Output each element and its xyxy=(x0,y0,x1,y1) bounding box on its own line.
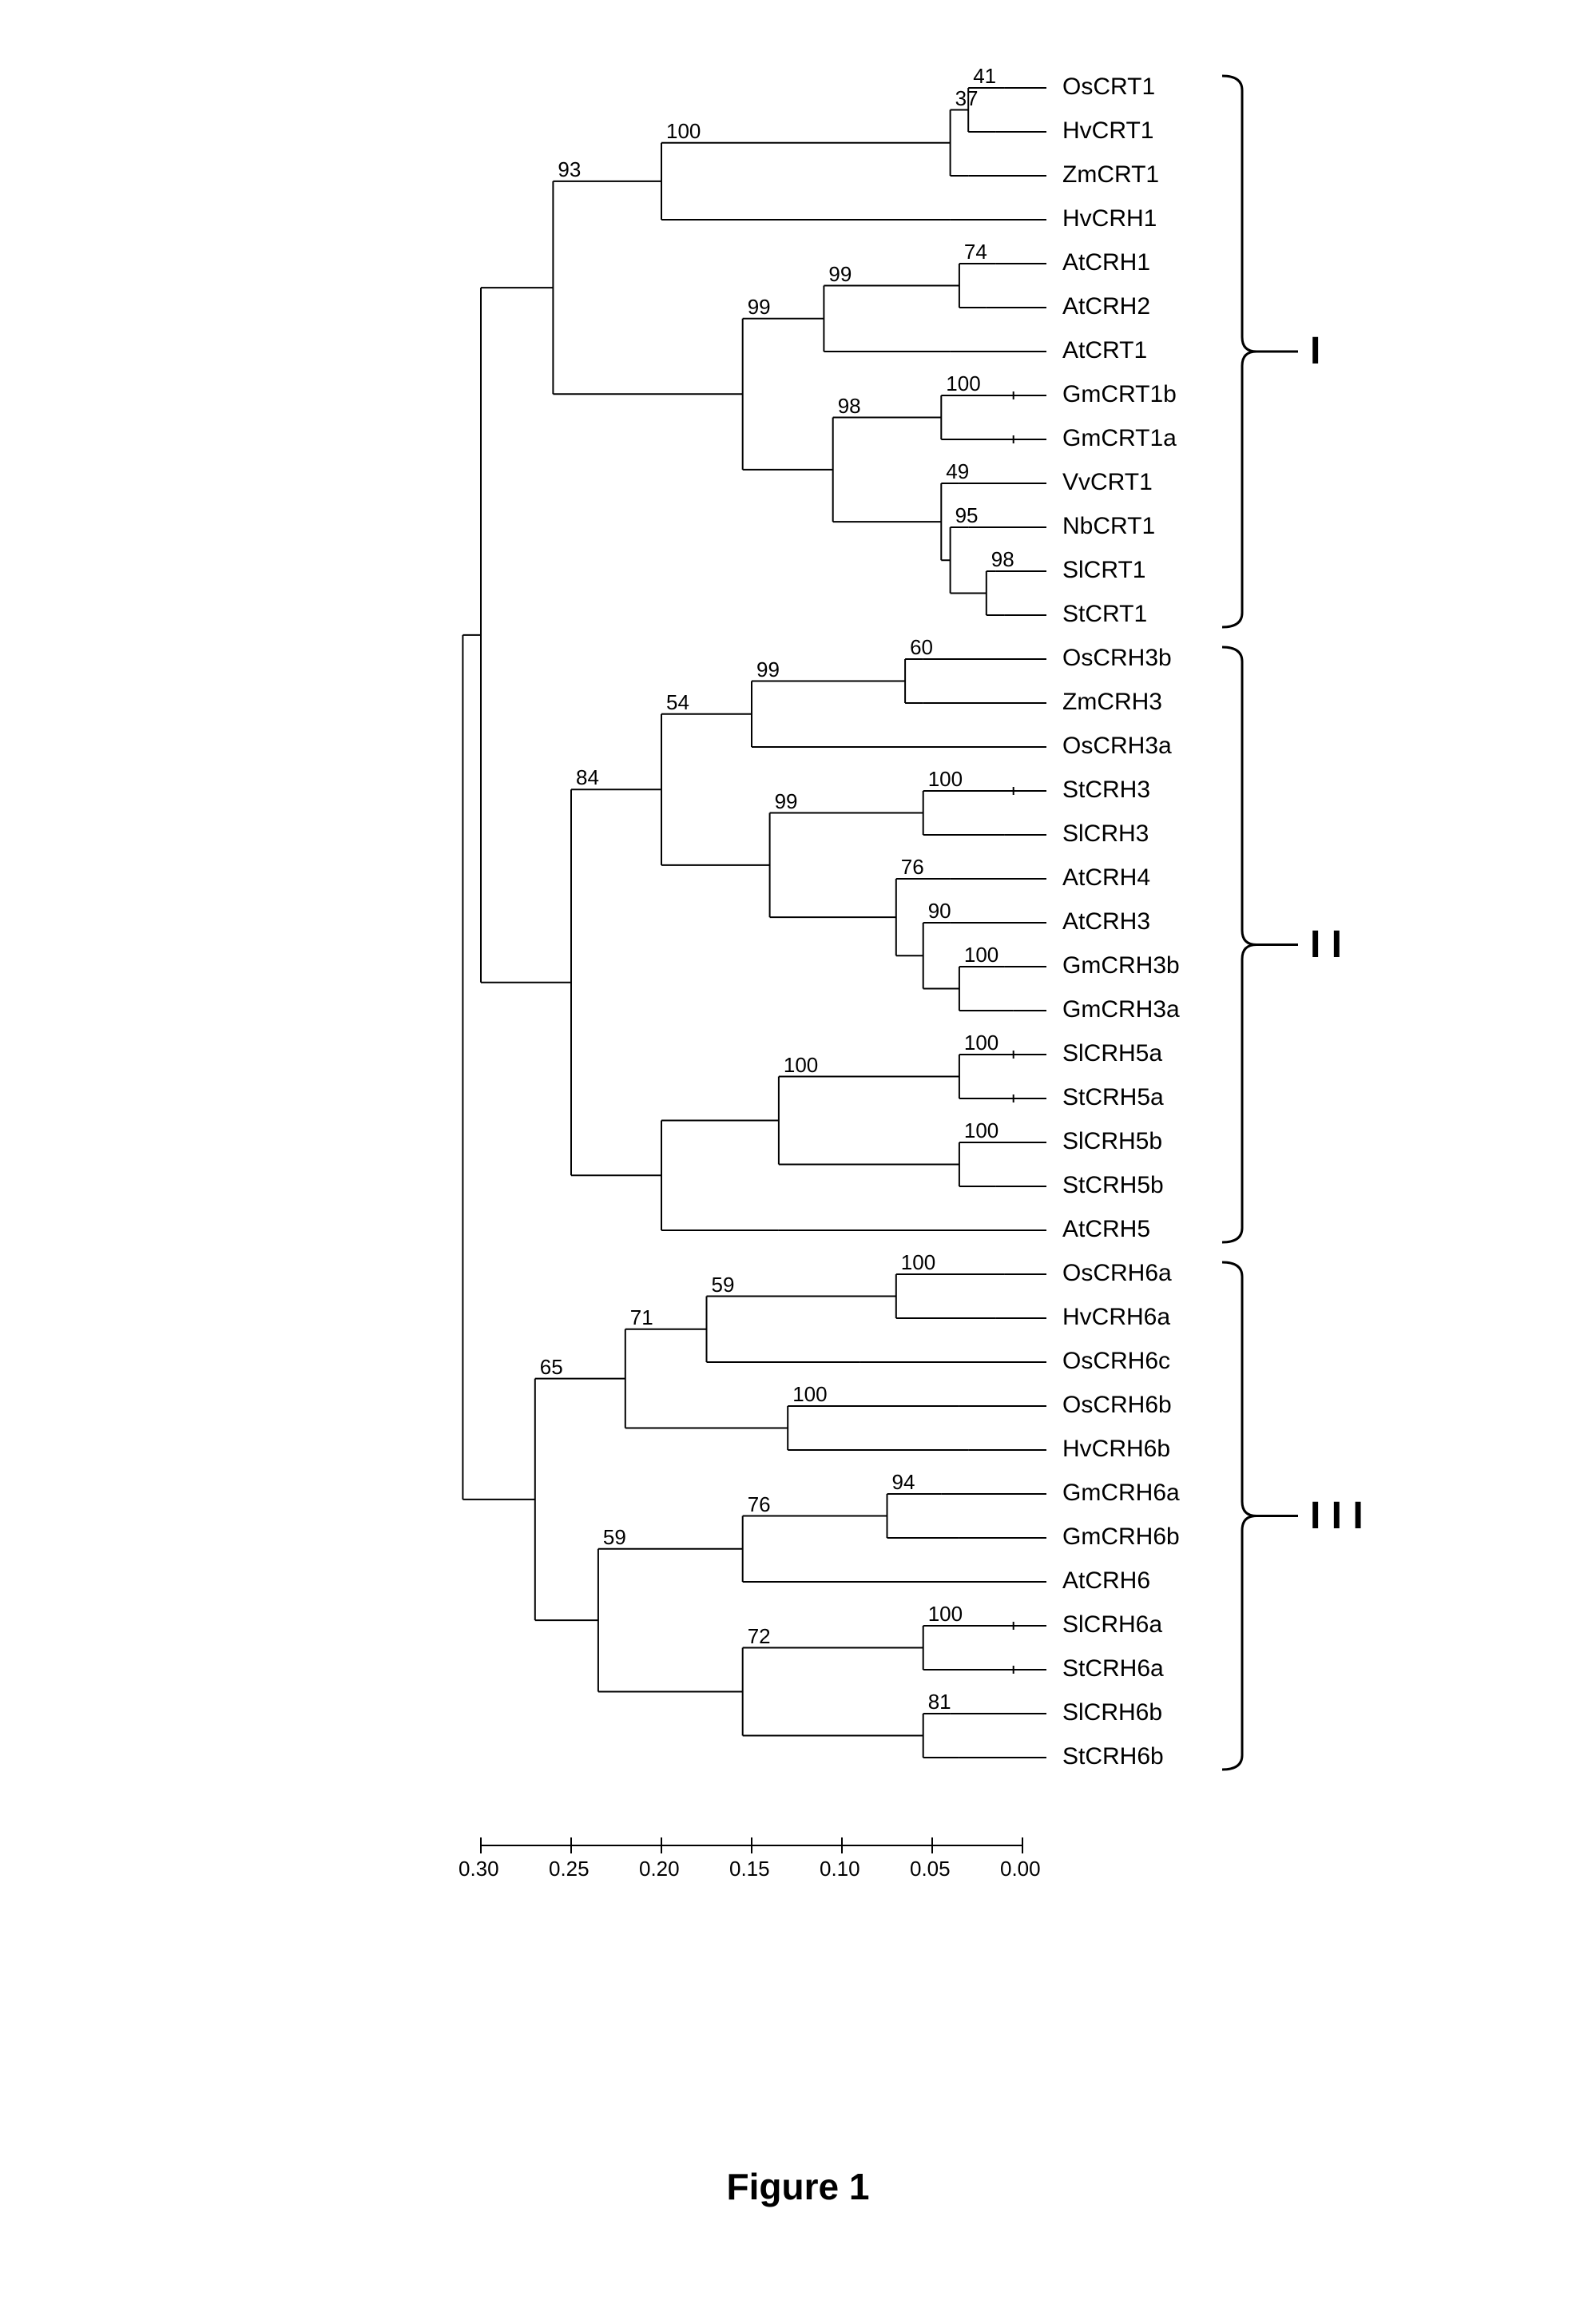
bootstrap-value: 100 xyxy=(964,943,998,967)
leaf-label: StCRH6a xyxy=(1062,1655,1164,1682)
leaf-label: HvCRH6b xyxy=(1062,1436,1170,1463)
leaf-label: GmCRH6b xyxy=(1062,1523,1180,1551)
bootstrap-value: 100 xyxy=(964,1031,998,1055)
bootstrap-value: 59 xyxy=(712,1273,735,1297)
leaf-label: GmCRH3a xyxy=(1062,996,1180,1023)
scale-tick-label: 0.25 xyxy=(549,1857,590,1881)
bootstrap-value: 76 xyxy=(901,855,924,880)
leaf-label: OsCRH3b xyxy=(1062,645,1172,672)
scale-tick-label: 0.10 xyxy=(820,1857,860,1881)
bootstrap-value: 90 xyxy=(928,899,951,924)
leaf-label: HvCRH6a xyxy=(1062,1304,1170,1331)
bootstrap-value: 94 xyxy=(892,1470,915,1495)
leaf-label: GmCRT1a xyxy=(1062,425,1177,452)
leaf-label: AtCRH3 xyxy=(1062,908,1150,936)
leaf-label: GmCRH3b xyxy=(1062,952,1180,979)
bootstrap-value: 99 xyxy=(775,789,798,814)
leaf-label: AtCRH1 xyxy=(1062,249,1150,276)
bootstrap-value: 98 xyxy=(838,394,861,419)
bootstrap-value: 100 xyxy=(666,119,701,144)
clade-label: I I I xyxy=(1310,1494,1364,1538)
leaf-label: OsCRH6b xyxy=(1062,1392,1172,1419)
bootstrap-value: 100 xyxy=(792,1382,827,1407)
bootstrap-value: 100 xyxy=(946,371,980,396)
bootstrap-value: 72 xyxy=(748,1624,771,1649)
leaf-label: OsCRT1 xyxy=(1062,73,1155,101)
bootstrap-value: 65 xyxy=(540,1355,563,1380)
scale-tick-label: 0.30 xyxy=(459,1857,499,1881)
bootstrap-value: 99 xyxy=(828,262,852,287)
leaf-label: HvCRH1 xyxy=(1062,205,1157,232)
leaf-label: ZmCRH3 xyxy=(1062,689,1162,716)
figure-caption: Figure 1 xyxy=(0,2165,1596,2208)
leaf-label: AtCRH2 xyxy=(1062,293,1150,320)
bootstrap-value: 98 xyxy=(991,547,1014,572)
bootstrap-value: 60 xyxy=(910,635,933,660)
bootstrap-value: 84 xyxy=(576,765,599,790)
leaf-label: SlCRT1 xyxy=(1062,557,1145,584)
leaf-label: SlCRH3 xyxy=(1062,820,1149,848)
leaf-label: AtCRT1 xyxy=(1062,337,1147,364)
leaf-label: HvCRT1 xyxy=(1062,117,1153,145)
scale-tick-label: 0.05 xyxy=(910,1857,951,1881)
clade-label: I xyxy=(1310,329,1320,373)
leaf-label: NbCRT1 xyxy=(1062,513,1155,540)
bootstrap-value: 54 xyxy=(666,690,689,715)
leaf-label: ZmCRT1 xyxy=(1062,161,1159,189)
leaf-label: AtCRH4 xyxy=(1062,864,1150,892)
bootstrap-value: 100 xyxy=(784,1053,818,1078)
bootstrap-value: 81 xyxy=(928,1690,951,1714)
leaf-label: AtCRH5 xyxy=(1062,1216,1150,1243)
leaf-label: StCRH5b xyxy=(1062,1172,1164,1199)
scale-tick-label: 0.00 xyxy=(1000,1857,1041,1881)
bootstrap-value: 100 xyxy=(928,1602,963,1627)
leaf-label: AtCRH6 xyxy=(1062,1567,1150,1595)
bootstrap-value: 74 xyxy=(964,240,987,264)
leaf-label: OsCRH6a xyxy=(1062,1260,1172,1287)
clade-label: I I xyxy=(1310,923,1342,967)
scale-tick-label: 0.20 xyxy=(639,1857,680,1881)
bootstrap-value: 59 xyxy=(603,1525,626,1550)
leaf-label: StCRH3 xyxy=(1062,777,1150,804)
bootstrap-value: 100 xyxy=(901,1250,935,1275)
leaf-label: GmCRT1b xyxy=(1062,381,1177,408)
bootstrap-value: 99 xyxy=(756,657,780,682)
bootstrap-value: 95 xyxy=(955,503,979,528)
leaf-label: StCRH6b xyxy=(1062,1743,1164,1770)
leaf-label: OsCRH6c xyxy=(1062,1348,1170,1375)
bootstrap-value: 71 xyxy=(630,1305,653,1330)
leaf-label: SlCRH5b xyxy=(1062,1128,1162,1155)
leaf-label: VvCRT1 xyxy=(1062,469,1153,496)
bootstrap-value: 37 xyxy=(955,86,979,111)
leaf-label: SlCRH6a xyxy=(1062,1611,1162,1639)
bootstrap-value: 49 xyxy=(946,459,969,484)
leaf-label: SlCRH5a xyxy=(1062,1040,1162,1067)
leaf-label: SlCRH6b xyxy=(1062,1699,1162,1726)
leaf-label: StCRH5a xyxy=(1062,1084,1164,1111)
bootstrap-value: 41 xyxy=(973,64,996,89)
bootstrap-value: 99 xyxy=(748,295,771,320)
bootstrap-value: 93 xyxy=(558,157,581,182)
bootstrap-value: 100 xyxy=(928,767,963,792)
leaf-label: OsCRH3a xyxy=(1062,733,1172,760)
leaf-label: GmCRH6a xyxy=(1062,1480,1180,1507)
bootstrap-value: 100 xyxy=(964,1118,998,1143)
leaf-label: StCRT1 xyxy=(1062,601,1147,628)
scale-tick-label: 0.15 xyxy=(729,1857,770,1881)
bootstrap-value: 76 xyxy=(748,1492,771,1517)
